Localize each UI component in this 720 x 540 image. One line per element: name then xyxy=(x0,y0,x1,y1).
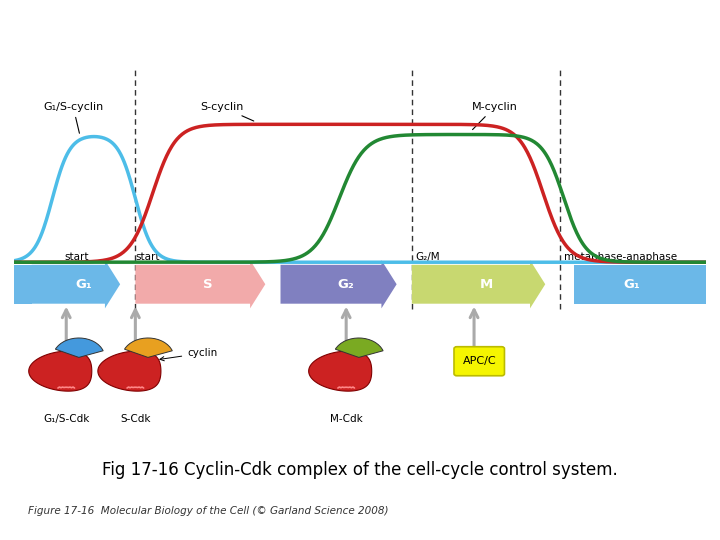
Wedge shape xyxy=(55,338,103,357)
Bar xyxy=(14,265,32,303)
Text: M: M xyxy=(480,278,492,291)
Text: metaphase-anaphase: metaphase-anaphase xyxy=(564,252,677,262)
Text: S-cyclin: S-cyclin xyxy=(200,102,253,121)
Polygon shape xyxy=(29,351,91,391)
FancyArrow shape xyxy=(281,260,397,308)
Text: G₁/S-cyclin: G₁/S-cyclin xyxy=(43,102,103,133)
Wedge shape xyxy=(125,338,172,357)
Bar xyxy=(688,265,706,303)
Text: start: start xyxy=(64,252,89,262)
Text: S: S xyxy=(203,278,212,291)
Text: G₁: G₁ xyxy=(623,278,639,291)
Wedge shape xyxy=(336,338,383,357)
Text: M-cyclin: M-cyclin xyxy=(472,102,518,130)
Text: APC/C: APC/C xyxy=(462,356,496,366)
Text: M-Cdk: M-Cdk xyxy=(330,414,363,424)
Polygon shape xyxy=(98,351,161,391)
Text: G₂: G₂ xyxy=(338,278,354,291)
FancyArrow shape xyxy=(412,260,545,308)
Text: start: start xyxy=(135,252,160,262)
Text: G₂/M: G₂/M xyxy=(415,252,440,262)
Text: Figure 17-16  Molecular Biology of the Cell (© Garland Science 2008): Figure 17-16 Molecular Biology of the Ce… xyxy=(28,506,389,516)
Text: G₁: G₁ xyxy=(75,278,92,291)
Text: Fig 17-16 Cyclin-Cdk complex of the cell-cycle control system.: Fig 17-16 Cyclin-Cdk complex of the cell… xyxy=(102,461,618,478)
FancyArrow shape xyxy=(32,260,120,308)
Text: S-Cdk: S-Cdk xyxy=(120,414,150,424)
Text: cyclin: cyclin xyxy=(160,348,217,361)
Polygon shape xyxy=(309,351,372,391)
Bar xyxy=(575,265,688,303)
Text: G₁/S-Cdk: G₁/S-Cdk xyxy=(43,414,89,424)
FancyArrow shape xyxy=(135,260,265,308)
FancyBboxPatch shape xyxy=(454,347,505,376)
